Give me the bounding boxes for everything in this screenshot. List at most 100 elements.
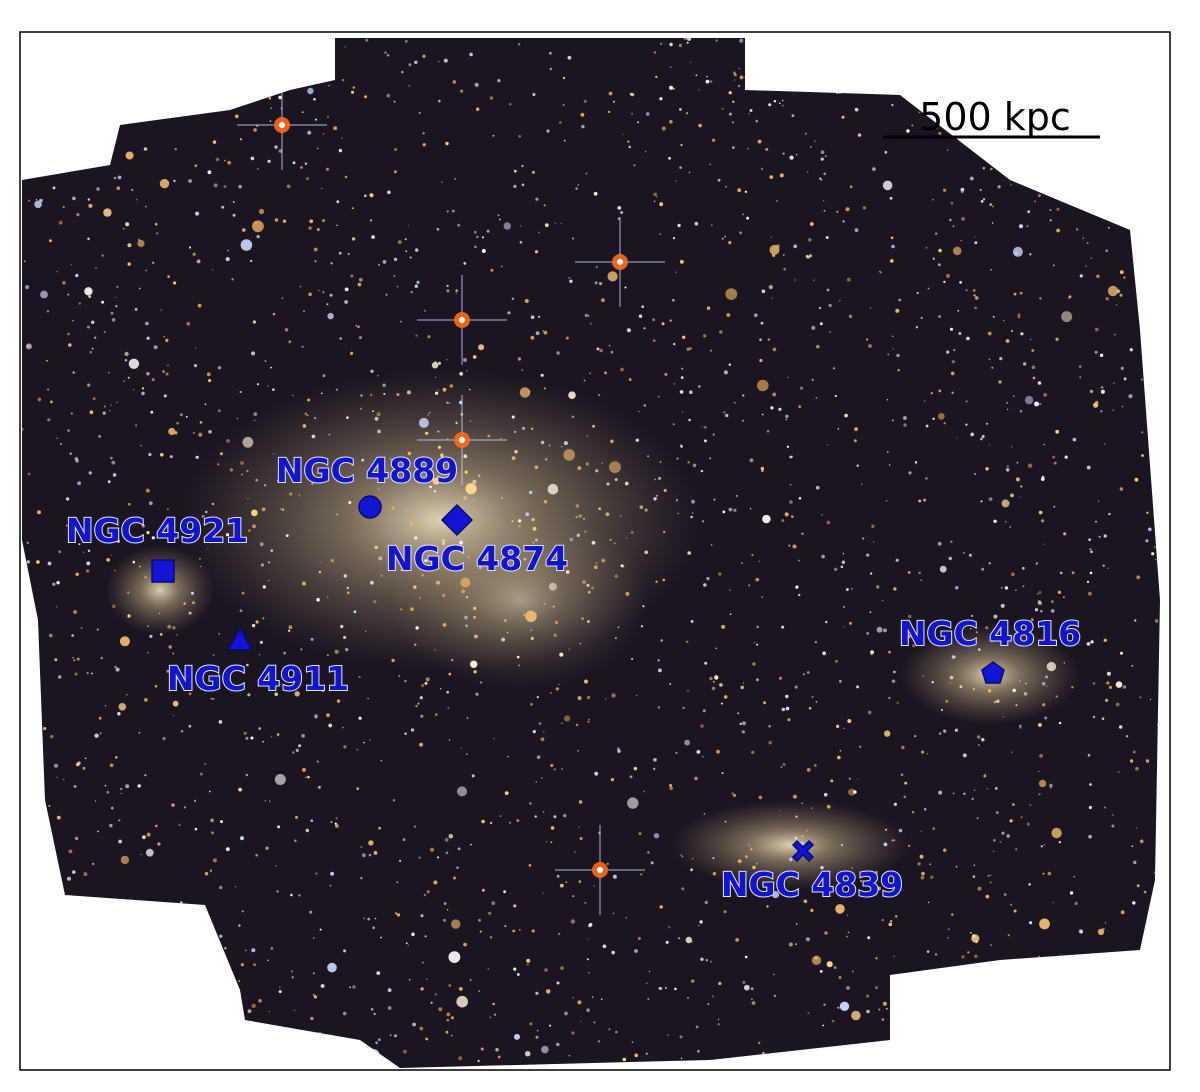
star bbox=[986, 787, 989, 790]
star bbox=[993, 614, 998, 619]
star bbox=[86, 569, 90, 573]
star bbox=[729, 589, 731, 591]
star bbox=[918, 499, 922, 503]
star bbox=[755, 862, 758, 865]
star bbox=[884, 828, 888, 831]
star bbox=[702, 709, 706, 713]
star bbox=[977, 744, 980, 746]
star bbox=[118, 819, 121, 822]
star bbox=[1125, 735, 1129, 738]
star bbox=[309, 910, 313, 914]
star bbox=[849, 621, 852, 625]
star bbox=[785, 414, 789, 418]
star bbox=[938, 642, 943, 647]
star bbox=[1057, 590, 1062, 594]
star bbox=[91, 347, 94, 350]
star bbox=[1005, 468, 1010, 472]
star bbox=[247, 1009, 252, 1014]
star bbox=[836, 210, 839, 213]
star bbox=[396, 881, 399, 884]
star bbox=[884, 150, 888, 154]
star bbox=[352, 985, 356, 989]
star bbox=[372, 926, 375, 930]
star bbox=[1027, 463, 1033, 468]
star bbox=[83, 872, 88, 877]
star bbox=[735, 938, 739, 942]
star bbox=[770, 236, 772, 238]
star bbox=[559, 883, 564, 888]
star bbox=[308, 226, 312, 230]
star bbox=[999, 841, 1002, 843]
star bbox=[544, 223, 549, 228]
star bbox=[1013, 909, 1017, 913]
star bbox=[1145, 539, 1149, 543]
star bbox=[330, 821, 333, 823]
star bbox=[982, 167, 985, 170]
star bbox=[1155, 559, 1157, 561]
star bbox=[437, 856, 440, 859]
star bbox=[245, 773, 248, 777]
star bbox=[40, 290, 48, 299]
star bbox=[781, 104, 784, 107]
star bbox=[705, 959, 708, 962]
star bbox=[198, 432, 203, 437]
star bbox=[123, 380, 125, 382]
star bbox=[624, 481, 629, 486]
star bbox=[417, 702, 420, 705]
star bbox=[120, 855, 130, 865]
star bbox=[577, 750, 580, 752]
star bbox=[610, 778, 615, 782]
star bbox=[120, 792, 123, 795]
star bbox=[426, 890, 430, 894]
star bbox=[339, 337, 343, 340]
star bbox=[657, 659, 660, 662]
star bbox=[1001, 499, 1010, 508]
star bbox=[341, 78, 345, 82]
star bbox=[937, 413, 945, 420]
star bbox=[795, 923, 798, 925]
star bbox=[1025, 682, 1027, 685]
star bbox=[1116, 304, 1118, 306]
star bbox=[188, 724, 192, 728]
star bbox=[283, 651, 286, 655]
star bbox=[466, 753, 468, 756]
star bbox=[413, 825, 416, 828]
star bbox=[755, 119, 758, 123]
star bbox=[681, 887, 685, 891]
star bbox=[769, 175, 774, 180]
star bbox=[607, 110, 611, 114]
star bbox=[412, 1022, 416, 1027]
star bbox=[464, 615, 468, 620]
star bbox=[826, 288, 830, 292]
star bbox=[193, 432, 195, 434]
star bbox=[421, 573, 425, 577]
star bbox=[445, 1030, 449, 1034]
star bbox=[543, 330, 548, 335]
star bbox=[587, 314, 590, 317]
star bbox=[1012, 246, 1023, 257]
star bbox=[414, 643, 417, 646]
star bbox=[1059, 571, 1063, 575]
star bbox=[581, 124, 585, 129]
star bbox=[501, 497, 503, 499]
star bbox=[778, 810, 781, 812]
star bbox=[614, 637, 617, 640]
galaxy-glow bbox=[670, 800, 910, 890]
star bbox=[777, 885, 780, 888]
star bbox=[558, 121, 562, 124]
star bbox=[481, 888, 485, 892]
star bbox=[422, 961, 424, 964]
star bbox=[250, 736, 254, 740]
star bbox=[82, 551, 85, 553]
star bbox=[584, 530, 587, 533]
star bbox=[810, 908, 814, 913]
star bbox=[220, 820, 223, 824]
star bbox=[298, 494, 301, 497]
star bbox=[276, 890, 279, 893]
star bbox=[1003, 320, 1005, 322]
star bbox=[192, 601, 195, 605]
star bbox=[837, 1006, 840, 1009]
star bbox=[518, 519, 522, 523]
star bbox=[732, 146, 735, 149]
star bbox=[352, 86, 355, 89]
